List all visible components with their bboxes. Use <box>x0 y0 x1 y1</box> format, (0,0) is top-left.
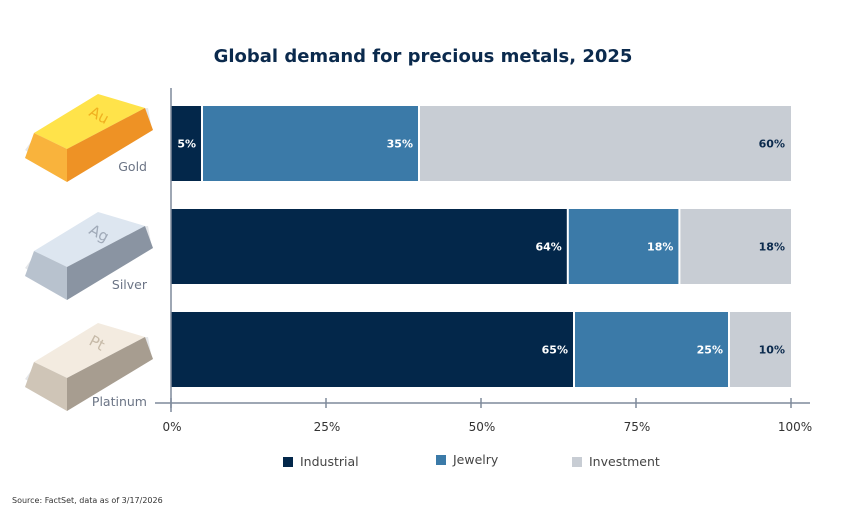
category-label: Gold <box>118 159 147 174</box>
legend-item-investment: Investment <box>572 454 660 469</box>
bar-gold-jewelry <box>202 106 419 181</box>
data-label: 64% <box>535 241 561 254</box>
gold-bar-icon: Au <box>25 94 153 182</box>
data-label: 10% <box>759 344 785 357</box>
bar-platinum-industrial <box>171 312 574 387</box>
legend-item-jewelry: Jewelry <box>436 452 498 467</box>
legend-item-industrial: Industrial <box>283 454 359 469</box>
platinum-bar-icon: Pt <box>25 323 153 411</box>
legend-label: Industrial <box>300 454 359 469</box>
data-label: 25% <box>697 344 723 357</box>
category-label: Platinum <box>92 394 147 409</box>
chart-title: Global demand for precious metals, 2025 <box>213 46 633 67</box>
data-label: 60% <box>759 138 785 151</box>
data-label: 18% <box>647 241 673 254</box>
bar-platinum-jewelry <box>574 312 729 387</box>
category-label: Silver <box>112 277 148 292</box>
source-note: Source: FactSet, data as of 3/17/2026 <box>12 496 163 505</box>
bar-silver-investment <box>679 209 791 284</box>
x-tick-label: 75% <box>624 420 651 434</box>
data-label: 18% <box>759 241 785 254</box>
x-tick-label: 0% <box>162 420 181 434</box>
data-label: 65% <box>542 344 568 357</box>
data-label: 35% <box>387 138 413 151</box>
x-tick-label: 100% <box>778 420 812 434</box>
bar-silver-industrial <box>171 209 568 284</box>
legend-swatch <box>436 454 446 465</box>
bar-silver-jewelry <box>567 209 680 284</box>
silver-bar-icon: Ag <box>25 212 153 300</box>
bar-gold-investment <box>419 106 791 181</box>
legend-label: Investment <box>589 454 660 469</box>
legend-swatch <box>283 456 293 467</box>
x-tick-label: 25% <box>314 420 341 434</box>
x-tick-label: 50% <box>469 420 496 434</box>
bar-gold-industrial <box>171 106 202 181</box>
legend-label: Jewelry <box>453 452 499 467</box>
legend-swatch <box>572 456 582 467</box>
data-label: 5% <box>177 138 196 151</box>
bar-platinum-investment <box>729 312 791 387</box>
